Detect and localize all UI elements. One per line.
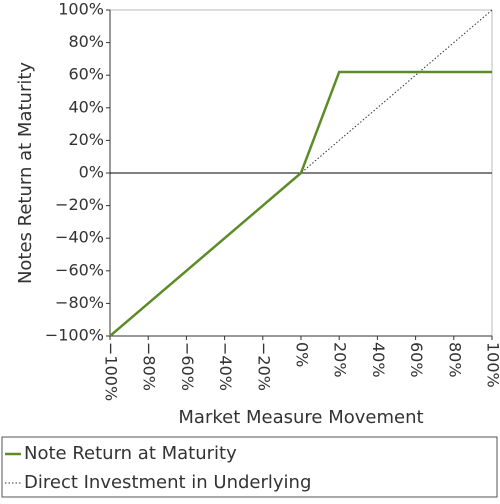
y-tick-label: −60% bbox=[55, 260, 104, 279]
y-axis-title: Notes Return at Maturity bbox=[15, 62, 36, 284]
y-tick-label: 80% bbox=[68, 32, 104, 51]
legend-label: Note Return at Maturity bbox=[24, 443, 237, 464]
x-tick-label: 0% bbox=[293, 342, 312, 367]
y-tick-label: −80% bbox=[55, 293, 104, 312]
y-tick-label: 0% bbox=[79, 163, 104, 182]
x-tick-label: 80% bbox=[445, 342, 464, 378]
y-tick-label: 20% bbox=[68, 130, 104, 149]
x-tick-label: 40% bbox=[369, 342, 388, 378]
x-tick-label: −20% bbox=[254, 342, 273, 391]
x-axis-title: Market Measure Movement bbox=[178, 407, 423, 428]
series-line bbox=[110, 72, 492, 336]
y-tick-label: 40% bbox=[68, 97, 104, 116]
legend-label: Direct Investment in Underlying bbox=[24, 472, 311, 493]
y-tick-label: 60% bbox=[68, 65, 104, 84]
x-tick-label: −100% bbox=[102, 342, 121, 401]
y-tick-label: −40% bbox=[55, 228, 104, 247]
x-tick-label: −60% bbox=[178, 342, 197, 391]
x-tick-label: 60% bbox=[407, 342, 426, 378]
x-tick-label: 20% bbox=[331, 342, 350, 378]
x-tick-label: −80% bbox=[140, 342, 159, 391]
y-tick-label: −20% bbox=[55, 195, 104, 214]
x-tick-label: 100% bbox=[484, 342, 500, 388]
y-tick-label: 100% bbox=[58, 0, 104, 19]
x-tick-label: −40% bbox=[216, 342, 235, 391]
y-tick-label: −100% bbox=[45, 326, 104, 345]
